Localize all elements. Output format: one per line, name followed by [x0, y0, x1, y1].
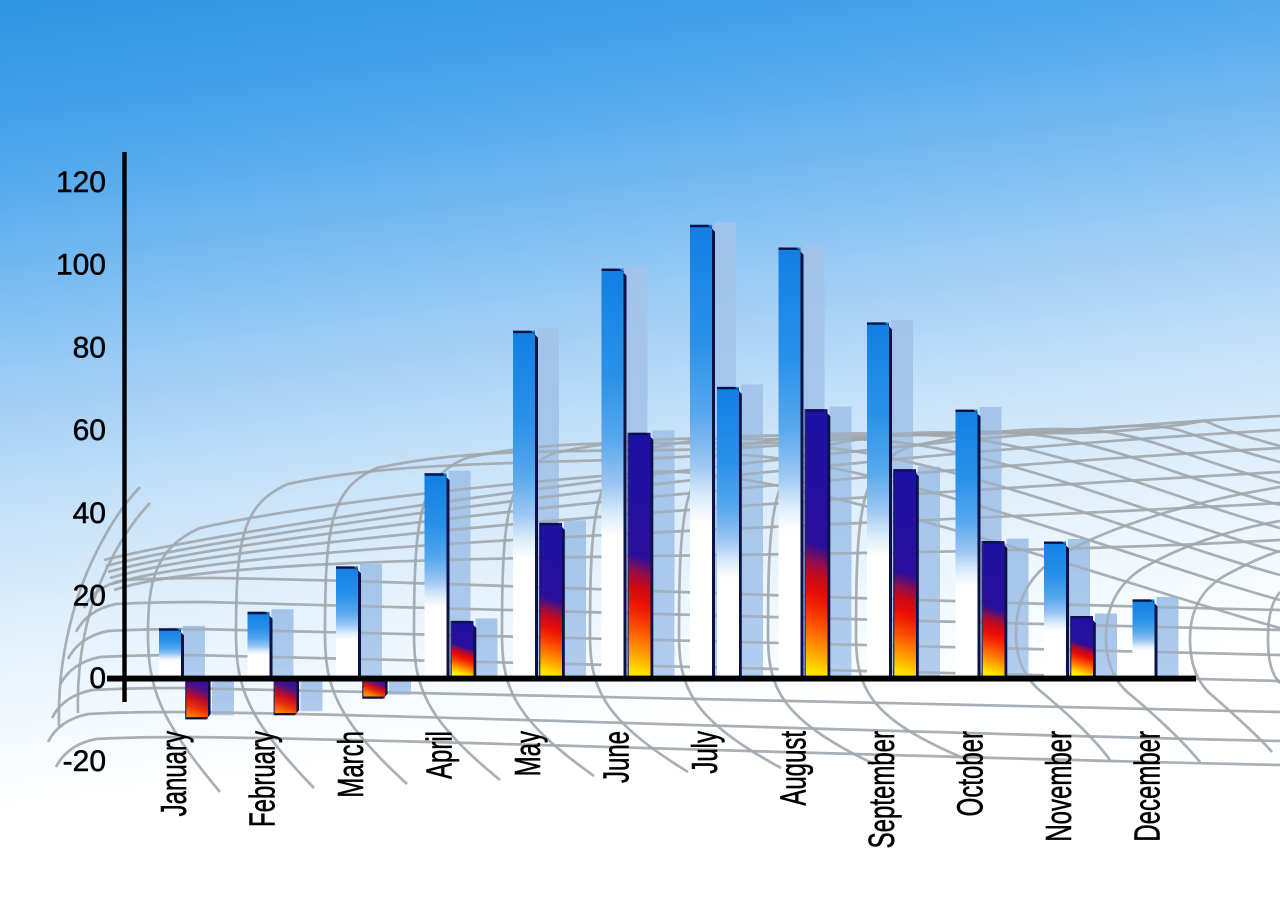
svg-text:October: October — [951, 731, 991, 816]
svg-text:February: February — [243, 730, 283, 827]
svg-text:40: 40 — [73, 497, 106, 530]
svg-text:September: September — [862, 731, 902, 848]
svg-text:80: 80 — [73, 331, 106, 364]
svg-text:May: May — [508, 730, 548, 776]
svg-text:December: December — [1128, 731, 1168, 842]
svg-text:-20: -20 — [63, 745, 106, 778]
svg-text:100: 100 — [56, 249, 106, 282]
svg-text:April: April — [420, 731, 460, 779]
svg-text:March: March — [331, 731, 371, 798]
svg-text:20: 20 — [73, 580, 106, 613]
svg-text:60: 60 — [73, 414, 106, 447]
svg-text:January: January — [154, 730, 194, 816]
svg-text:June: June — [597, 731, 637, 783]
svg-text:July: July — [685, 730, 725, 773]
svg-text:August: August — [774, 731, 814, 806]
svg-text:0: 0 — [89, 662, 106, 695]
svg-text:120: 120 — [56, 166, 106, 199]
svg-text:November: November — [1039, 731, 1079, 842]
